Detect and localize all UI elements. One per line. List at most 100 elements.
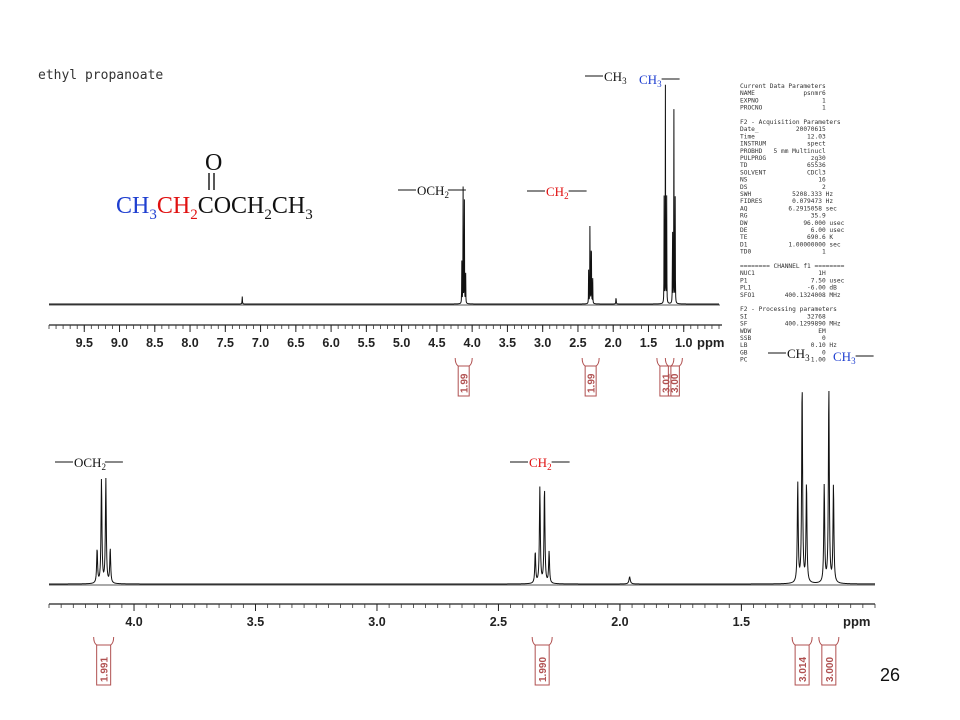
peak-label-text: CH3 bbox=[787, 346, 810, 363]
param-line: RG 35.9 bbox=[740, 213, 826, 220]
integral-box bbox=[821, 644, 837, 686]
param-line: DW 96.000 usec bbox=[740, 220, 845, 227]
peak-label: CH3 bbox=[833, 349, 874, 366]
tick-label: 7.0 bbox=[252, 336, 269, 350]
param-line: SOLVENT CDCl3 bbox=[740, 169, 826, 176]
integral-value: 1.99 bbox=[460, 373, 471, 393]
compound-name: ethyl propanoate bbox=[38, 68, 163, 83]
tick-label: 3.5 bbox=[499, 336, 516, 350]
integral-bracket bbox=[531, 636, 553, 646]
integral-box bbox=[659, 365, 672, 397]
integral-value: 1.990 bbox=[538, 657, 549, 682]
formula-part-0: CH bbox=[116, 193, 149, 219]
param-line: NUC1 1H bbox=[740, 270, 826, 277]
expanded-spectrum: 4.0 3.5 3.0 2.5 2.0 1.5 ppm 1.991 1.990 3.014 3.0… bbox=[48, 346, 876, 686]
formula-text: CH3​CH2​COCH2​CH3​ bbox=[116, 193, 313, 223]
param-line: SWH 5208.333 Hz bbox=[740, 191, 833, 198]
tick-label: 5.0 bbox=[393, 336, 410, 350]
integral-value: 3.000 bbox=[825, 657, 836, 682]
bottom-spectrum-trace bbox=[49, 391, 875, 585]
param-line: D1 1.00000000 sec bbox=[740, 241, 841, 248]
integral-value: 1.99 bbox=[587, 373, 598, 393]
integral-value: 3.00 bbox=[670, 373, 681, 393]
integral-bracket bbox=[791, 636, 813, 646]
param-line: SI 32768 bbox=[740, 313, 826, 320]
param-line: SSB 0 bbox=[740, 335, 826, 342]
integral-bracket bbox=[581, 357, 600, 367]
integral-value: 3.014 bbox=[798, 657, 809, 682]
peak-label-text: CH2 bbox=[546, 184, 569, 201]
axis-unit-label: ppm bbox=[697, 335, 724, 350]
param-line: TD 65536 bbox=[740, 162, 826, 169]
param-line: NS 16 bbox=[740, 177, 826, 184]
tick-label: 1.5 bbox=[733, 615, 750, 629]
integral-bracket bbox=[93, 636, 115, 646]
peak-label-text: OCH2 bbox=[74, 455, 106, 472]
param-line: F2 - Acquisition Parameters bbox=[740, 119, 841, 126]
tick-label: 9.0 bbox=[111, 336, 128, 350]
tick-label: 1.0 bbox=[675, 336, 692, 350]
peak-label-text: CH3 bbox=[639, 72, 662, 89]
integral-bracket bbox=[818, 636, 840, 646]
integral-box bbox=[457, 365, 470, 397]
top-peak-labels: OCH2 CH2 CH3 CH3 bbox=[398, 69, 680, 201]
top-integrals: 1.99 1.99 3.013.00 bbox=[454, 357, 683, 397]
top-spectrum-trace bbox=[49, 84, 719, 305]
param-line: ======== CHANNEL f1 ======== bbox=[740, 263, 845, 270]
peak-label: CH3 bbox=[639, 72, 680, 89]
integral-box bbox=[96, 644, 112, 686]
structural-formula: O CH3​CH2​COCH2​CH3​ bbox=[116, 150, 313, 223]
param-line: SF 400.1299890 MHz bbox=[740, 321, 841, 328]
param-line: NAME psnmr6 bbox=[740, 90, 826, 97]
peak-label: OCH2 bbox=[398, 183, 466, 200]
peak-label-text: CH3 bbox=[604, 69, 627, 86]
tick-label: 4.5 bbox=[428, 336, 445, 350]
param-line: PROCNO 1 bbox=[740, 105, 826, 112]
integral-value: 3.01 bbox=[661, 373, 672, 393]
peak-label: CH3 bbox=[585, 69, 627, 86]
param-line: Current Data Parameters bbox=[740, 83, 826, 90]
tick-label: 3.5 bbox=[247, 615, 264, 629]
formula-subscript-0: 3 bbox=[149, 207, 157, 223]
param-line: PL1 -6.00 dB bbox=[740, 285, 837, 292]
param-line: P1 7.50 usec bbox=[740, 277, 845, 284]
tick-label: 2.5 bbox=[490, 615, 507, 629]
tick-label: 5.5 bbox=[358, 336, 375, 350]
param-line: F2 - Processing parameters bbox=[740, 306, 837, 313]
peak-label-text: OCH2 bbox=[417, 183, 449, 200]
axis-unit-label: ppm bbox=[843, 614, 870, 629]
tick-label: 4.0 bbox=[125, 615, 142, 629]
tick-label: 9.5 bbox=[76, 336, 93, 350]
peak-label: CH2 bbox=[510, 455, 570, 472]
param-line: DE 6.00 usec bbox=[740, 227, 845, 234]
peak-label: CH2 bbox=[527, 184, 587, 201]
formula-part-1: CH bbox=[157, 193, 190, 219]
tick-label: 7.5 bbox=[217, 336, 234, 350]
param-line: PROBHD 5 mm Multinucl bbox=[740, 148, 826, 155]
formula-line: CH3​CH2​COCH2​CH3​ bbox=[116, 193, 313, 223]
param-line: EXPNO 1 bbox=[740, 97, 826, 104]
tick-label: 1.5 bbox=[640, 336, 657, 350]
param-line: TD0 1 bbox=[740, 249, 826, 256]
tick-label: 4.0 bbox=[463, 336, 480, 350]
param-panel-bg bbox=[733, 74, 867, 374]
tick-label: 2.0 bbox=[611, 615, 628, 629]
integral-value: 1.991 bbox=[100, 657, 111, 682]
param-line: PC 1.00 bbox=[740, 357, 826, 364]
param-line: WDW EM bbox=[740, 328, 826, 335]
param-line: TE 690.6 K bbox=[740, 234, 833, 241]
param-line: Date_ 20070615 bbox=[740, 126, 826, 133]
param-line: PULPROG zg30 bbox=[740, 155, 826, 162]
integral-box bbox=[584, 365, 597, 397]
page-number: 26 bbox=[880, 665, 900, 685]
param-line: DS 2 bbox=[740, 184, 826, 191]
bottom-ppm-axis: 4.0 3.5 3.0 2.5 2.0 1.5 ppm bbox=[48, 603, 876, 629]
peak-label-text: CH2 bbox=[529, 455, 552, 472]
formula-subscript-2: 2 bbox=[264, 207, 272, 223]
formula-subscript-1: 2 bbox=[190, 207, 198, 223]
carbonyl-oxygen: O bbox=[205, 150, 222, 176]
full-spectrum: 9.5 9.0 8.5 8.0 7.5 7.0 6.5 6.0 5.5 5.0 4.5 4.0 3.5 3… bbox=[48, 69, 724, 397]
param-line: INSTRUM spect bbox=[740, 141, 826, 148]
